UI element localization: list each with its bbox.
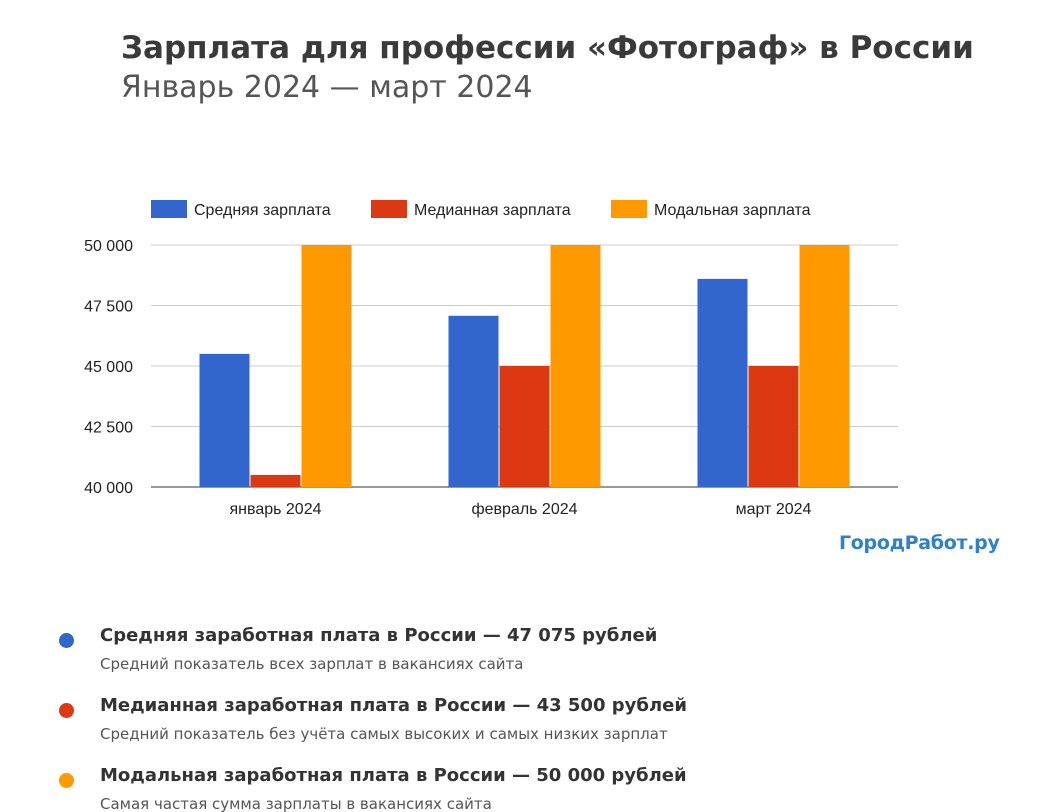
- stat-title: Модальная заработная плата в России — 50…: [100, 765, 687, 786]
- bar: [550, 245, 601, 487]
- stat-description: Средний показатель всех зарплат в ваканс…: [100, 655, 524, 673]
- salary-stats-list: Средняя заработная плата в России — 47 0…: [58, 622, 1018, 812]
- legend-label: Модальная зарплата: [654, 202, 811, 219]
- legend-swatch: [151, 200, 187, 218]
- bar: [301, 245, 352, 487]
- page-title: Зарплата для профессии «Фотограф» в Росс…: [121, 30, 974, 66]
- stat-item-median: Медианная заработная плата в России — 43…: [58, 692, 1018, 762]
- bar: [499, 366, 550, 487]
- legend-swatch: [611, 200, 647, 218]
- bar: [448, 315, 499, 487]
- bar: [199, 353, 250, 487]
- legend-label: Медианная зарплата: [414, 202, 571, 219]
- bar: [748, 366, 799, 487]
- brand-logo[interactable]: ГородРабот.ру: [839, 532, 1000, 554]
- x-tick-label: январь 2024: [230, 501, 322, 518]
- legend-swatch: [371, 200, 407, 218]
- red-dot-icon: [59, 703, 74, 718]
- y-tick-label: 45 000: [84, 359, 133, 376]
- stat-description: Средний показатель без учёта самых высок…: [100, 725, 668, 743]
- bar: [697, 278, 748, 487]
- y-tick-label: 40 000: [84, 480, 133, 497]
- stat-description: Самая частая сумма зарплаты в вакансиях …: [100, 795, 492, 812]
- stat-title: Медианная заработная плата в России — 43…: [100, 695, 687, 716]
- x-axis-ticks: январь 2024 февраль 2024 март 2024: [230, 501, 812, 518]
- legend-label: Средняя зарплата: [194, 202, 331, 219]
- chart-bars: [199, 245, 850, 487]
- stat-item-modal: Модальная заработная плата в России — 50…: [58, 762, 1018, 812]
- x-tick-label: февраль 2024: [471, 501, 577, 518]
- page-subtitle: Январь 2024 — март 2024: [121, 70, 533, 105]
- chart-legend: Средняя зарплата Медианная зарплата Модаль…: [151, 200, 811, 219]
- bar: [250, 474, 301, 487]
- stat-title: Средняя заработная плата в России — 47 0…: [100, 625, 658, 646]
- y-tick-label: 42 500: [84, 420, 133, 437]
- y-tick-label: 50 000: [84, 238, 133, 255]
- y-tick-label: 47 500: [84, 299, 133, 316]
- salary-bar-chart: Средняя зарплата Медианная зарплата Модаль…: [84, 200, 898, 518]
- x-tick-label: март 2024: [736, 501, 812, 518]
- stat-item-average: Средняя заработная плата в России — 47 0…: [58, 622, 1018, 692]
- blue-dot-icon: [59, 633, 74, 648]
- y-axis-ticks: 40 000 42 500 45 000 47 500 50 000: [84, 238, 133, 497]
- orange-dot-icon: [59, 773, 74, 788]
- bar: [799, 245, 850, 487]
